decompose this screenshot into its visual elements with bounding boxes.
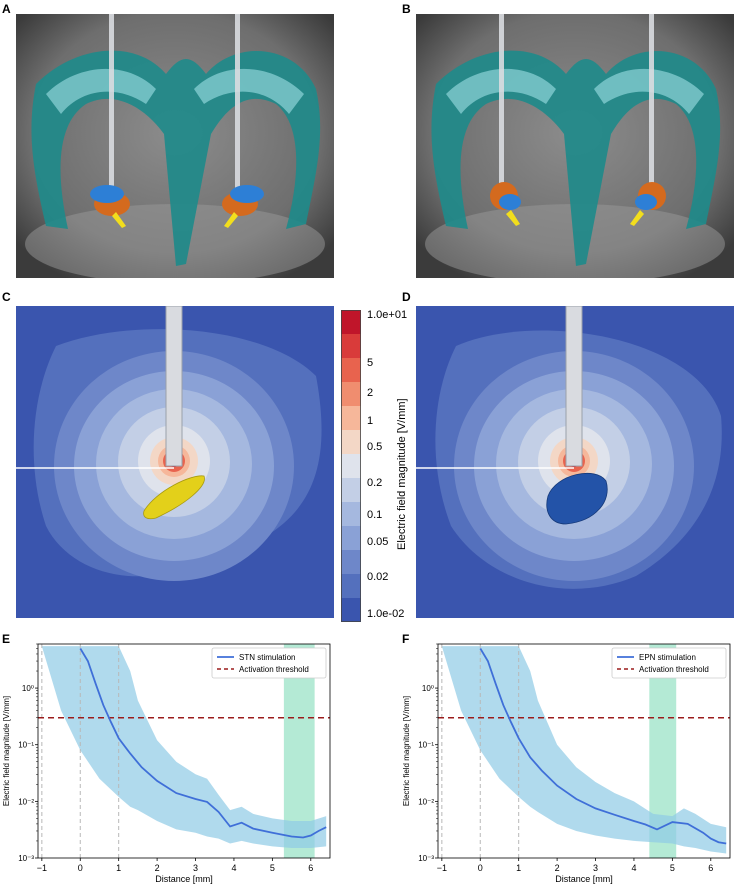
field-map-c (16, 306, 334, 618)
field-map-d (416, 306, 734, 618)
legend-entry-threshold: Activation threshold (639, 665, 709, 674)
colorbar-segment (341, 526, 361, 551)
x-tick-label: 3 (193, 863, 198, 873)
colorbar-segment (341, 598, 361, 622)
x-axis-label: Distance [mm] (555, 874, 613, 884)
x-tick-label: 4 (631, 863, 636, 873)
colorbar-segment (341, 550, 361, 575)
panel-label-b: B (402, 2, 411, 16)
x-tick-label: 6 (708, 863, 713, 873)
colorbar-segment (341, 406, 361, 431)
legend-box (611, 647, 727, 679)
colorbar-tick-label: 2 (367, 387, 374, 399)
colorbar-tick-label: 0.1 (367, 509, 383, 521)
legend-entry-series: STN stimulation (239, 653, 295, 662)
chart-e: −1 0 1 2 3 4 5 6 10⁰ 10⁻¹ 10⁻² 10⁻³ Distance [mm] Ele… (2, 643, 331, 884)
x-tick-label: 4 (231, 863, 236, 873)
colorbar (341, 310, 361, 622)
x-tick-label: 2 (155, 863, 160, 873)
panel-label-a: A (2, 2, 11, 16)
x-tick-label: −1 (37, 863, 47, 873)
colorbar-segment (341, 382, 361, 407)
brain-render-b (416, 14, 734, 278)
panel-label-d: D (402, 290, 411, 304)
colorbar-tick-label: 1.0e-02 (367, 608, 405, 620)
x-tick-label: 5 (670, 863, 675, 873)
panel-label-f: F (402, 632, 410, 646)
panel-label-c: C (2, 290, 11, 304)
colorbar-title: Electric field magnitude [V/mm] (396, 398, 408, 550)
x-tick-label: 5 (270, 863, 275, 873)
colorbar-tick-label: 1 (367, 415, 374, 427)
chart-f: −1 0 1 2 3 4 5 6 10⁰ 10⁻¹ 10⁻² 10⁻³ Distance [mm] Ele… (402, 643, 731, 884)
colorbar-segment (341, 358, 361, 383)
colorbar-segment (341, 502, 361, 527)
colorbar-segment (341, 574, 361, 599)
x-tick-label: 0 (478, 863, 483, 873)
colorbar-tick-label: 0.02 (367, 571, 389, 583)
uncertainty-band (41, 646, 327, 848)
colorbar-tick-label: 1.0e+01 (367, 309, 408, 321)
legend-box (211, 647, 327, 679)
x-tick-label: 6 (308, 863, 313, 873)
colorbar-segment (341, 454, 361, 479)
plot-frame (437, 643, 731, 859)
colorbar-tick-label: 0.2 (367, 477, 383, 489)
y-tick-label: 10⁻³ (418, 854, 434, 863)
colorbar-frame (341, 310, 361, 622)
x-tick-label: 2 (555, 863, 560, 873)
y-tick-label: 10⁻³ (18, 854, 34, 863)
colorbar-tick-label: 0.05 (367, 536, 389, 548)
series-line (79, 648, 327, 839)
plot-frame (37, 643, 331, 859)
x-tick-label: 1 (116, 863, 121, 873)
y-tick-label: 10⁻¹ (418, 741, 434, 750)
x-tick-label: −1 (437, 863, 447, 873)
panel-label-e: E (2, 632, 11, 646)
uncertainty-band (441, 646, 727, 854)
series-line (479, 648, 727, 845)
legend-entry-threshold: Activation threshold (239, 665, 309, 674)
y-tick-label: 10⁻² (418, 797, 434, 806)
y-axis-label: Electric field magnitude [V/mm] (2, 696, 11, 806)
y-tick-label: 10⁰ (22, 684, 34, 693)
colorbar-segment (341, 334, 361, 359)
x-tick-label: 3 (593, 863, 598, 873)
x-axis-label: Distance [mm] (155, 874, 213, 884)
colorbar-segment (341, 430, 361, 455)
y-tick-label: 10⁻² (18, 797, 34, 806)
x-tick-label: 1 (516, 863, 521, 873)
brain-render-a (16, 14, 334, 278)
y-tick-label: 10⁰ (422, 684, 434, 693)
legend-entry-series: EPN stimulation (639, 653, 696, 662)
colorbar-tick-label: 5 (367, 357, 374, 369)
colorbar-segment (341, 478, 361, 503)
colorbar-segment (341, 310, 361, 335)
y-tick-label: 10⁻¹ (18, 741, 34, 750)
x-tick-label: 0 (78, 863, 83, 873)
colorbar-tick-label: 0.5 (367, 441, 383, 453)
y-axis-label: Electric field magnitude [V/mm] (402, 696, 411, 806)
